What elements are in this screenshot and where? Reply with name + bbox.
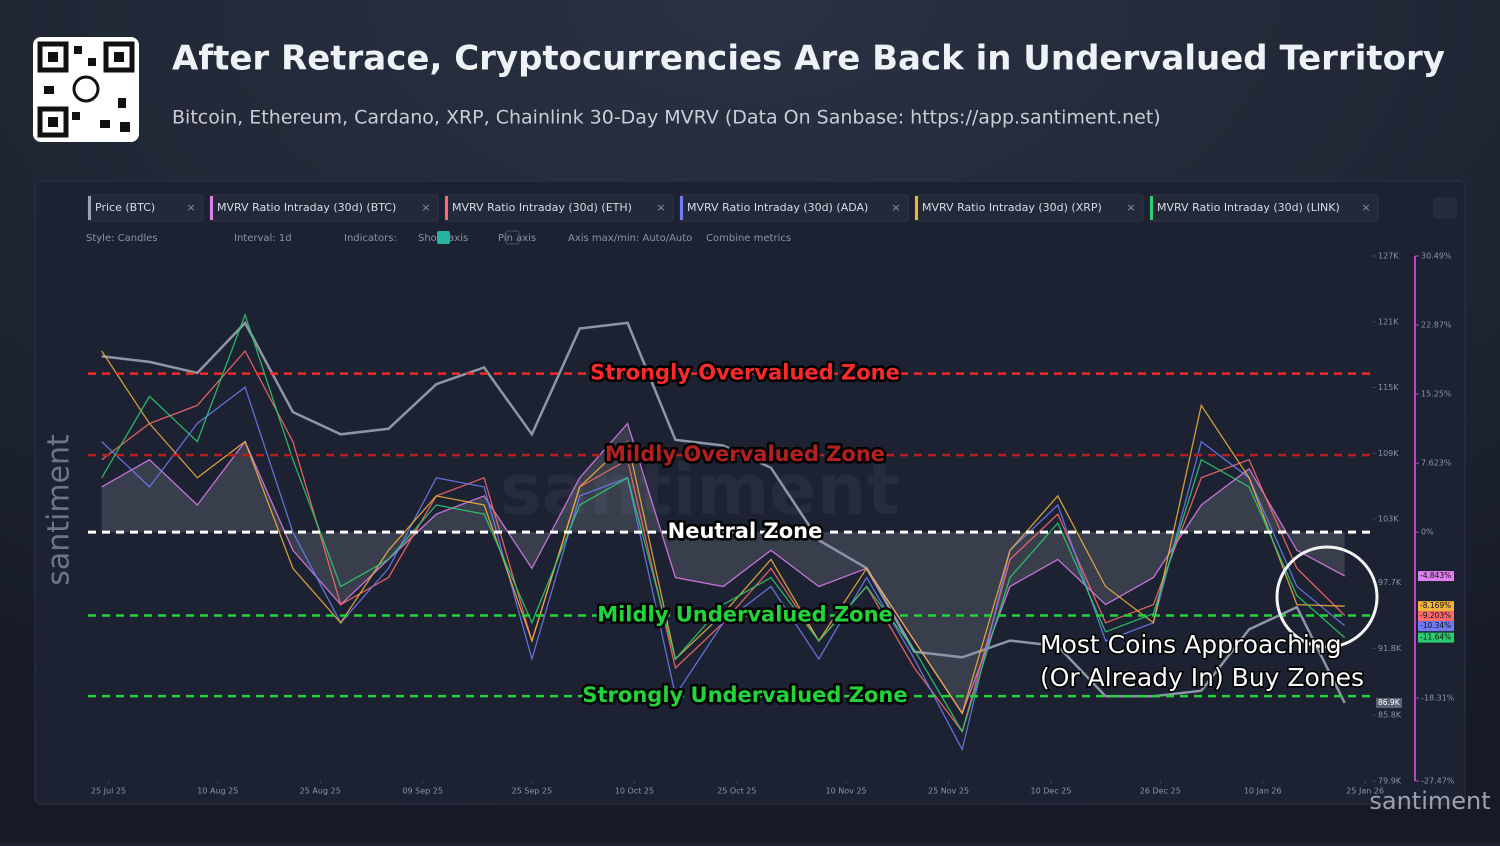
toolbar-item[interactable]: Pin axis [498,233,536,244]
watermark: santiment [500,449,900,531]
tab-close[interactable]: × [891,201,900,214]
toolbar-item[interactable]: Interval: 1d [234,233,292,244]
y-tick-label: 115K [1378,383,1399,392]
tab-color [210,196,213,220]
toolbar-item[interactable]: Combine metrics [706,233,791,244]
chart-panel [34,180,1466,805]
tab-color [915,196,918,220]
y-tick-label: 97.7K [1378,578,1402,587]
series-line [101,422,1346,715]
value-badge [1418,632,1454,643]
x-tick-label: 10 Oct 25 [615,787,654,796]
y-tick-label: 121K [1378,317,1399,326]
x-tick-label: 09 Sep 25 [402,787,443,796]
value-badge [1418,621,1454,632]
series-area [101,423,1345,714]
tab-label: MVRV Ratio Intraday (30d) (BTC) [217,201,396,214]
x-tick-label: 10 Dec 25 [1031,787,1072,796]
x-tick-label: 26 Dec 25 [1140,787,1181,796]
series-line [101,350,1345,715]
x-tick-label: 10 Jan 26 [1244,787,1282,796]
y-tick-label: 91.8K [1378,644,1402,653]
title: After Retrace, Cryptocurrencies Are Back… [172,39,1445,79]
toolbar-item[interactable]: Style: Candles [86,233,158,244]
value-badge-label: -8.169% [1420,601,1451,610]
value-badge-label: -4.843% [1420,571,1451,580]
tab-color [445,196,448,220]
value-badge-label: 86.9K [1378,698,1401,707]
x-tick-label: 10 Nov 25 [826,787,867,796]
watermark: santiment [42,434,77,586]
tab-label: MVRV Ratio Intraday (30d) (ADA) [687,201,868,214]
annotation: (Or Already In) Buy Zones [1040,663,1364,692]
watermark: santiment [1369,787,1490,815]
tab-close[interactable]: × [421,201,430,214]
y2-tick-label: -18.31% [1421,694,1455,703]
x-tick-label: 10 Aug 25 [197,787,238,796]
value-badge [1418,611,1454,622]
y-tick-label: 103K [1378,515,1399,524]
zone-label: Mildly Overvalued Zone [605,442,885,466]
x-tick-label: 25 Jul 25 [91,787,126,796]
tab-label: MVRV Ratio Intraday (30d) (ETH) [452,201,632,214]
series-line [101,320,1346,704]
series-line [101,312,1346,734]
zone-label: Mildly Undervalued Zone [597,603,893,627]
tab-close[interactable]: × [656,201,665,214]
tab-close[interactable]: × [186,201,195,214]
y2-tick-label: 7.623% [1421,459,1452,468]
settings-button[interactable] [1433,197,1457,219]
zone-label: Strongly Undervalued Zone [582,683,907,707]
toolbar-item[interactable]: Axis max/min: Auto/Auto [568,233,692,244]
x-tick-label: 25 Aug 25 [300,787,341,796]
highlight-circle [1275,545,1379,649]
value-badge [1418,601,1454,612]
value-badge [1376,697,1402,708]
tab-close[interactable]: × [1126,201,1135,214]
toolbar-item[interactable]: Indicators: [344,233,397,244]
y2-tick-label: 30.49% [1421,252,1452,261]
annotation: Most Coins Approaching [1040,630,1342,659]
subtitle: Bitcoin, Ethereum, Cardano, XRP, Chainli… [172,107,1161,129]
value-badge [1418,571,1454,582]
checkbox[interactable] [505,230,520,245]
tab-label: MVRV Ratio Intraday (30d) (XRP) [922,201,1102,214]
x-tick-label: 25 Nov 25 [928,787,969,796]
y2-tick-label: -27.47% [1421,777,1455,786]
y-tick-label: 127K [1378,252,1399,261]
qr-code [33,37,139,142]
tab-close[interactable]: × [1361,201,1370,214]
tab-color [1150,196,1153,220]
y2-tick-label: 0% [1421,528,1434,537]
x-tick-label: 25 Jan 26 [1346,787,1384,796]
checkbox[interactable] [437,231,450,244]
tab-color [680,196,683,220]
y2-tick-label: 22.87% [1421,321,1452,330]
series-line [101,386,1346,752]
y-tick-label: 109K [1378,449,1399,458]
value-badge-label: -9.203% [1420,611,1451,620]
zone-label: Strongly Overvalued Zone [590,361,900,385]
tab-color [88,196,91,220]
x-tick-label: 25 Oct 25 [717,787,756,796]
y-tick-label: 79.9K [1378,777,1402,786]
tab-label: MVRV Ratio Intraday (30d) (LINK) [1157,201,1340,214]
value-badge-label: -10.34% [1420,621,1451,630]
y2-tick-label: 15.25% [1421,390,1452,399]
x-tick-label: 25 Sep 25 [512,787,553,796]
value-badge-label: -11.64% [1420,633,1451,642]
y-tick-label: 85.8K [1378,711,1402,720]
tab-label: Price (BTC) [95,201,155,214]
zone-label: Neutral Zone [668,519,823,543]
